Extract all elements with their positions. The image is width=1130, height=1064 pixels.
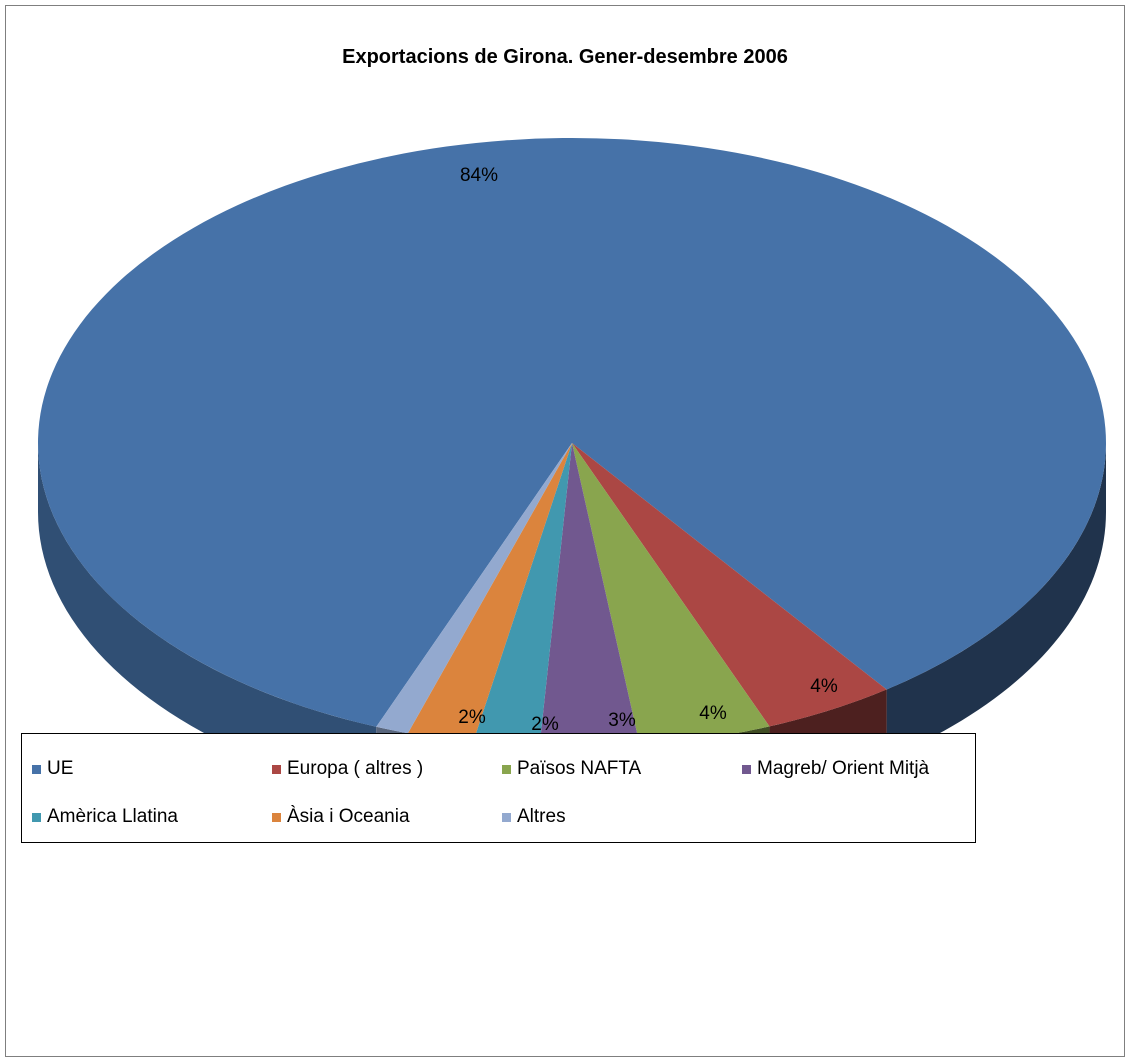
legend-swatch-0 xyxy=(32,764,41,774)
data-label-4: 2% xyxy=(531,714,559,735)
chart-frame: Exportacions de Girona. Gener-desembre 2… xyxy=(5,5,1125,1057)
legend-swatch-5 xyxy=(272,812,281,822)
legend-item-4: Amèrica Llatina xyxy=(32,806,178,828)
legend-swatch-6 xyxy=(502,812,511,822)
legend-swatch-4 xyxy=(32,812,41,822)
pie-slice-am-rica-llatina xyxy=(472,443,572,748)
data-label-3: 3% xyxy=(608,710,636,731)
legend-label-6: Altres xyxy=(517,806,566,827)
data-label-0: 84% xyxy=(460,165,498,186)
legend-swatch-3 xyxy=(742,764,751,774)
data-label-2: 4% xyxy=(699,703,727,724)
pie-slice-pa-sos-nafta xyxy=(572,443,770,746)
pie-slice--sia-i-oceania xyxy=(407,443,572,743)
pie-slice-magreb-orient-mitj- xyxy=(539,443,640,748)
legend-item-0: UE xyxy=(32,758,73,780)
data-label-5: 2% xyxy=(458,707,486,728)
legend-swatch-1 xyxy=(272,764,281,774)
pie-slice-altres xyxy=(376,443,572,734)
legend-label-5: Àsia i Oceania xyxy=(287,806,410,827)
legend-item-6: Altres xyxy=(502,806,566,828)
legend-swatch-2 xyxy=(502,764,511,774)
pie-slice-ue xyxy=(38,138,1107,727)
legend-item-2: Països NAFTA xyxy=(502,758,641,780)
pie-chart: 84%4%4%3%2%2%1% xyxy=(38,138,1107,846)
pie-side-0 xyxy=(38,443,377,796)
chart-title: Exportacions de Girona. Gener-desembre 2… xyxy=(342,46,788,68)
legend: UE Europa ( altres ) Països NAFTA Magreb/ O… xyxy=(21,733,976,843)
legend-label-2: Països NAFTA xyxy=(517,758,642,779)
pie-slice-europa-altres- xyxy=(572,443,887,727)
legend-label-0: UE xyxy=(47,758,74,779)
legend-item-3: Magreb/ Orient Mitjà xyxy=(742,758,929,780)
data-label-1: 4% xyxy=(810,676,838,697)
legend-item-5: Àsia i Oceania xyxy=(272,806,410,828)
legend-label-4: Amèrica Llatina xyxy=(47,806,178,827)
legend-label-1: Europa ( altres ) xyxy=(287,758,424,779)
legend-label-3: Magreb/ Orient Mitjà xyxy=(757,758,930,779)
legend-item-1: Europa ( altres ) xyxy=(272,758,423,780)
pie-side-0 xyxy=(886,443,1106,759)
pie-top-faces xyxy=(38,138,1107,748)
